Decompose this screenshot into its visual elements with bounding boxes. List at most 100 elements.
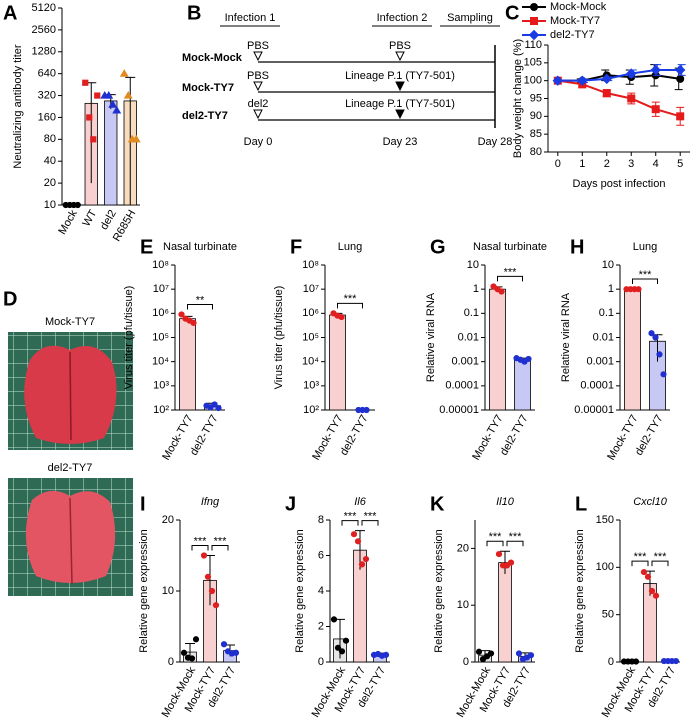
significance-label: *** (214, 535, 228, 547)
y-tick-label: 105 (524, 57, 542, 69)
day: Day 23 (383, 136, 418, 148)
y-tick-label: 10³ (303, 380, 319, 392)
marker (342, 637, 350, 644)
marker (632, 658, 640, 665)
y-tick-label: 0.001 (451, 356, 479, 368)
y-axis-label: Relative viral RNA (560, 292, 572, 382)
significance-bracket (211, 545, 229, 551)
significance-bracket (337, 302, 363, 309)
y-tick-label: 0 (608, 656, 614, 668)
panel-letter: E (140, 236, 153, 258)
y-tick-label: 10 (44, 199, 56, 211)
y-tick-label: 0 (168, 656, 174, 668)
marker (475, 648, 483, 655)
significance-label: *** (344, 511, 358, 523)
x-axis-label: Days post infection (573, 178, 666, 190)
chart-title: Il10 (496, 496, 515, 508)
marker (112, 105, 122, 114)
y-tick-label: 40 (44, 155, 56, 167)
y-tick-label: 80 (530, 146, 542, 158)
y-tick-label: 0.0001 (580, 380, 614, 392)
marker (131, 134, 141, 143)
y-tick-label: 0.1 (464, 307, 479, 319)
y-tick-label: 0 (318, 656, 324, 668)
x-tick-label: 3 (628, 158, 634, 170)
legend-label: del2-TY7 (550, 29, 595, 41)
chart-title: Lung (338, 241, 362, 253)
marker (178, 311, 185, 318)
y-tick-label: 10² (303, 404, 319, 416)
y-tick-label: 1280 (32, 46, 56, 58)
panel-letter: I (140, 493, 146, 515)
panel-letter: H (570, 236, 584, 258)
chart-title: Nasal turbinate (473, 241, 547, 253)
marker (232, 649, 240, 656)
x-tick-label: Mock-TY7 (470, 413, 505, 462)
marker (188, 655, 196, 662)
marker (552, 75, 564, 86)
x-tick-label: WT (80, 208, 99, 229)
y-tick-label: 10⁵ (152, 331, 169, 343)
photo-label: Mock-TY7 (45, 316, 95, 328)
y-tick-label: 10⁵ (302, 331, 319, 343)
marker (479, 656, 487, 663)
marker (640, 568, 648, 576)
chart-title: Ifng (201, 496, 220, 508)
marker (648, 330, 655, 337)
marker (208, 587, 216, 595)
y-tick-label: 10³ (153, 380, 169, 392)
y-axis-label: Neutralizing antibody titer (12, 44, 24, 168)
marker (602, 89, 611, 98)
y-axis-label: Relative gene expression (294, 529, 306, 653)
marker (350, 531, 358, 538)
panel-letter: G (430, 236, 446, 258)
marker (676, 74, 685, 83)
y-tick-label: 20 (44, 177, 56, 189)
significance-bracket (361, 520, 379, 526)
y-tick-label: 8 (318, 514, 324, 526)
marker (211, 401, 218, 408)
marker (507, 559, 515, 566)
header: Infection 2 (377, 12, 428, 24)
y-tick-label: 5120 (32, 2, 56, 14)
marker (123, 90, 133, 99)
y-tick-label: 1 (473, 283, 479, 295)
marker (530, 17, 538, 25)
y-tick-label: 150 (596, 514, 614, 526)
marker (627, 94, 636, 103)
marker (652, 334, 659, 341)
chart-title: Il6 (354, 496, 367, 508)
marker (672, 657, 680, 665)
x-tick-label: Mock-TY7 (310, 413, 345, 462)
significance-bracket (341, 520, 359, 526)
y-tick-label: 10⁷ (153, 283, 169, 295)
significance-label: *** (364, 511, 378, 523)
marker (108, 100, 118, 108)
marker (660, 371, 667, 378)
y-tick-label: 0.00001 (439, 404, 479, 416)
marker (530, 3, 538, 11)
x-tick-label: 0 (555, 158, 561, 170)
marker (104, 90, 114, 99)
significance-bracket (486, 540, 504, 547)
marker (192, 636, 200, 643)
y-tick-label: 640 (38, 68, 56, 80)
marker (601, 73, 612, 85)
marker (527, 652, 535, 659)
y-tick-label: 50 (602, 609, 614, 621)
y-tick-label: 10⁴ (302, 356, 319, 368)
marker (498, 288, 505, 295)
marker (382, 651, 390, 659)
x-tick-label: 5 (677, 158, 683, 170)
y-tick-label: 0.1 (599, 307, 614, 319)
y-tick-label: 4 (318, 585, 324, 597)
panel-letter: K (430, 493, 445, 515)
inoculation (253, 51, 263, 62)
marker (334, 644, 342, 651)
significance-bracket (506, 540, 524, 547)
y-axis-label: Relative gene expression (433, 529, 445, 653)
significance-label: *** (344, 293, 358, 305)
bar (624, 288, 641, 411)
y-axis-label: Virus titer (pfu/tissue) (273, 286, 285, 390)
y-tick-label: 80 (44, 133, 56, 145)
